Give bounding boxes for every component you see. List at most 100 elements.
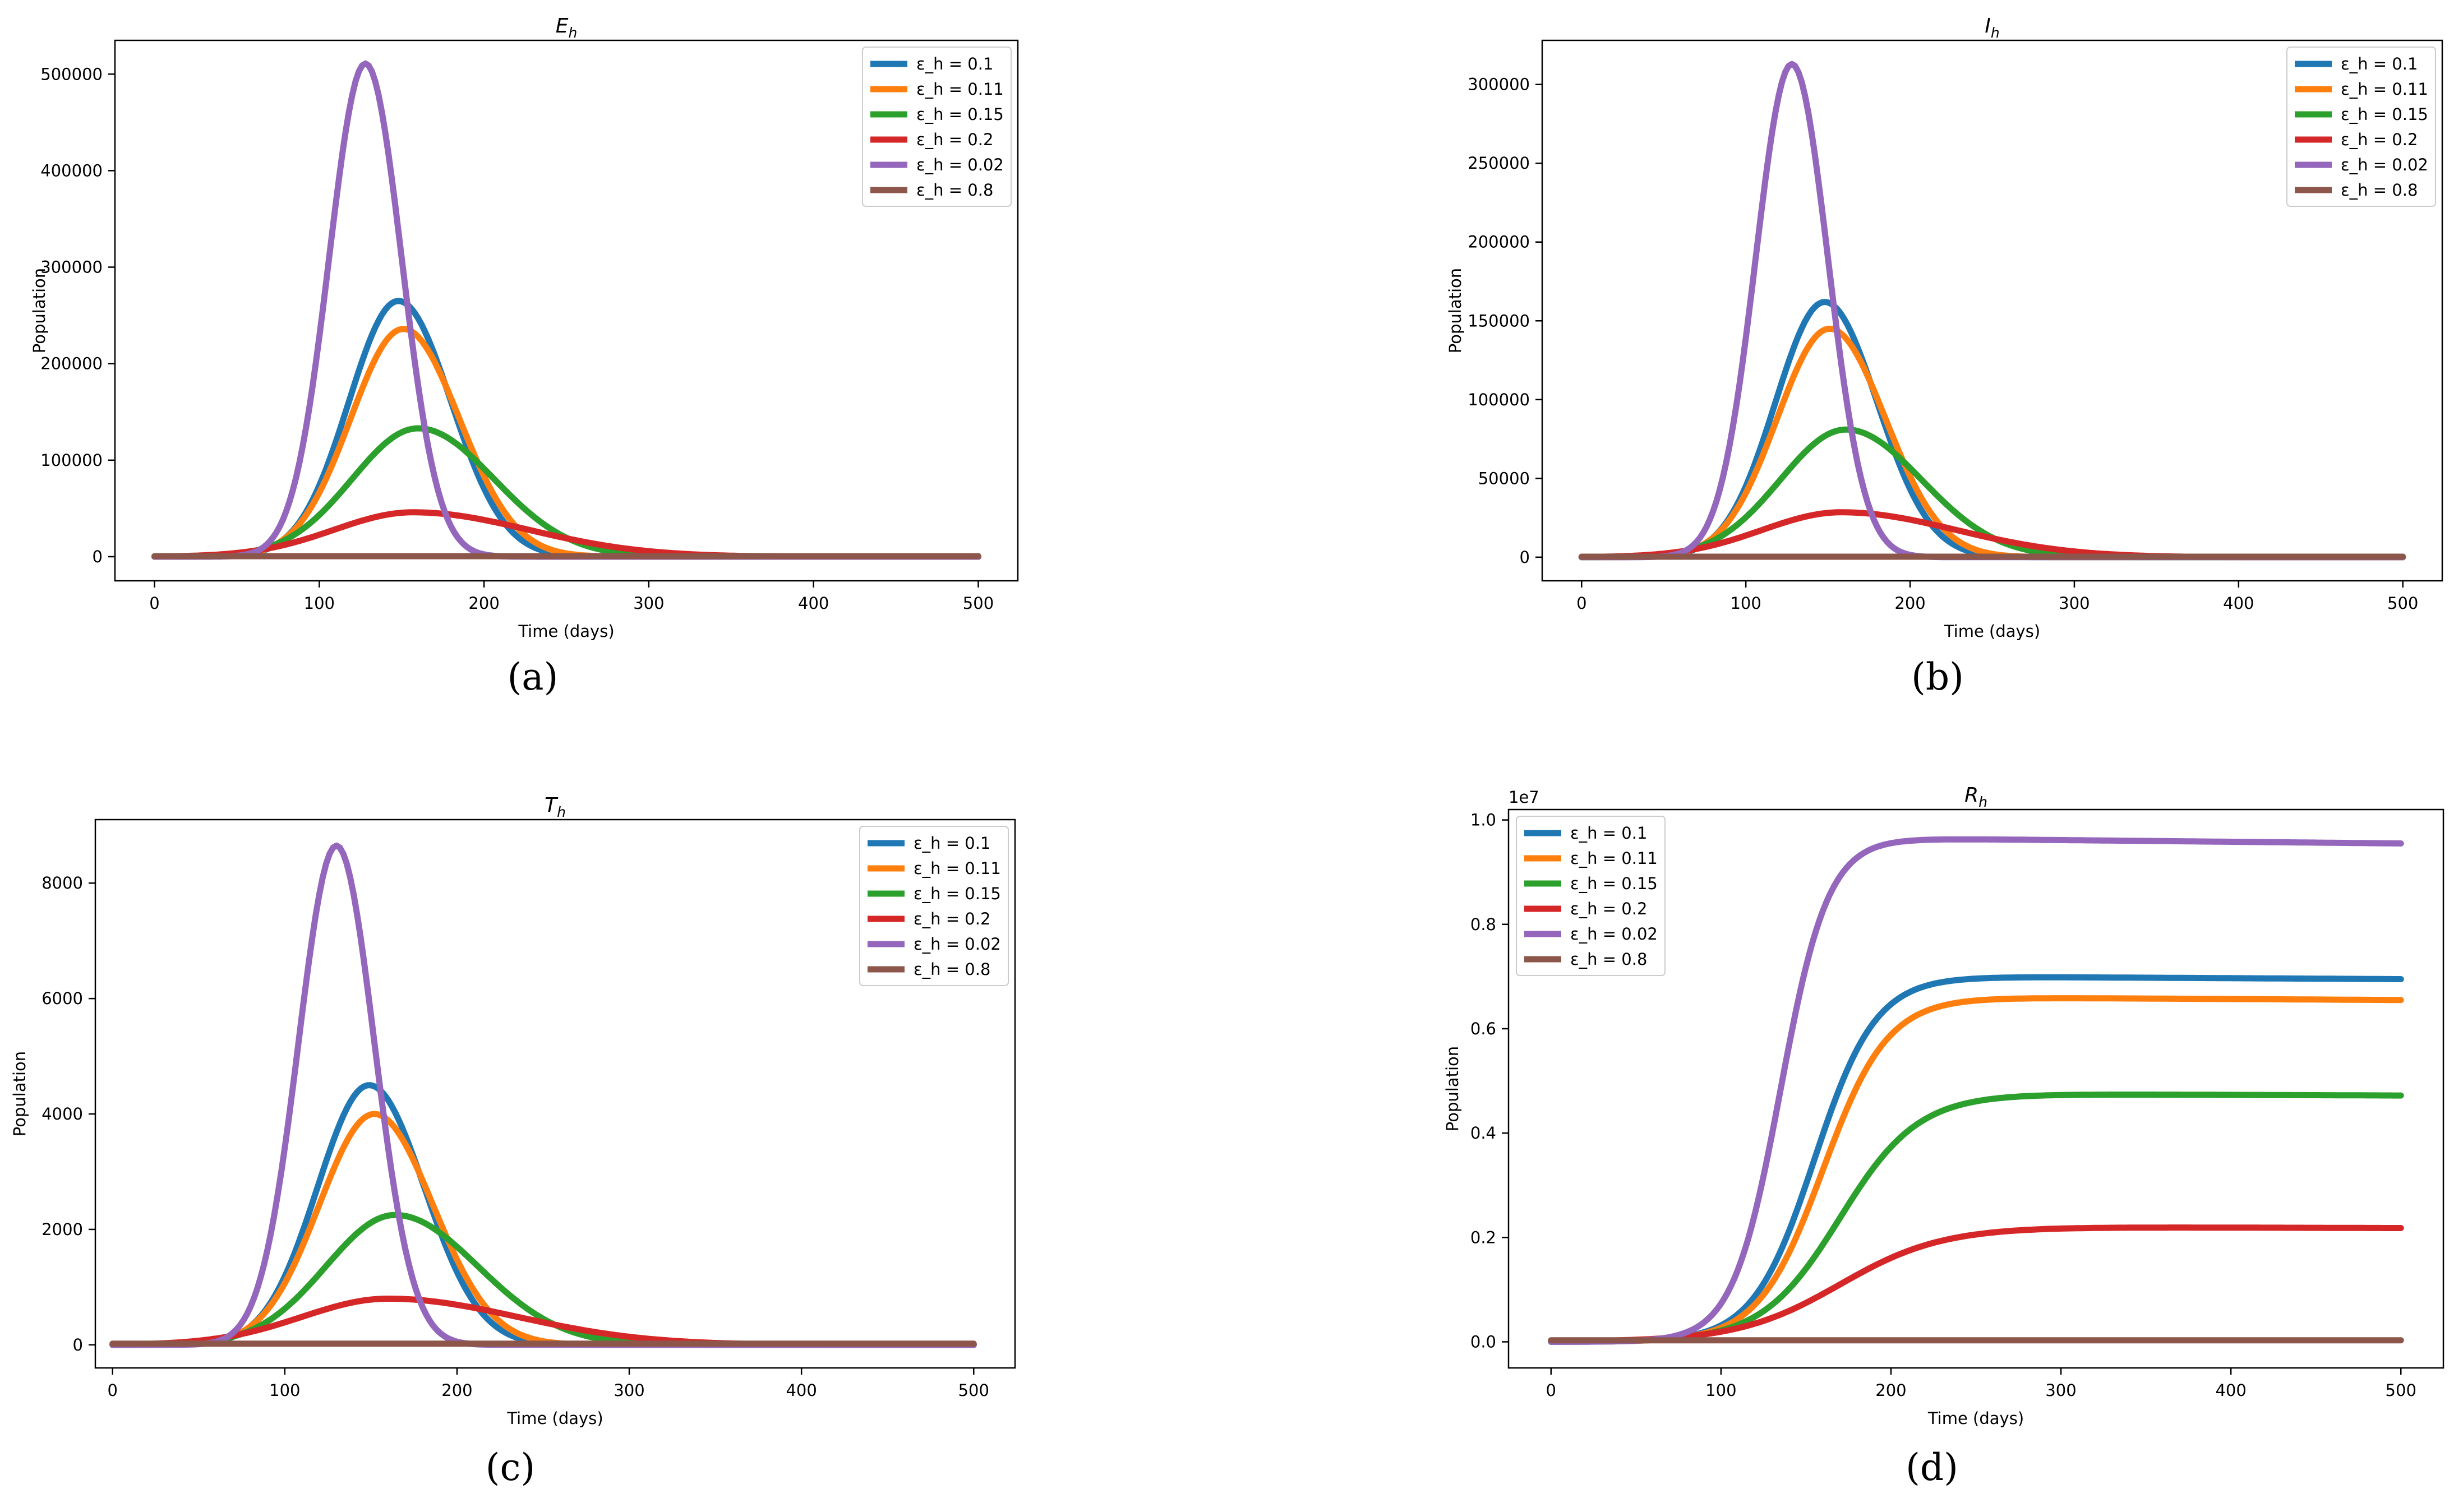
legend-entry: ε_h = 0.15 [916, 105, 1004, 124]
x-tick-label: 400 [2215, 1381, 2246, 1400]
legend-entry: ε_h = 0.8 [914, 960, 990, 979]
legend-entry: ε_h = 0.11 [1570, 849, 1658, 868]
y-axis-label: Population [1443, 1046, 1462, 1131]
panel-caption: (a) [508, 655, 559, 699]
legend-entry: ε_h = 0.1 [914, 834, 990, 853]
y-tick-label: 0.0 [1470, 1332, 1496, 1351]
y-tick-label: 250000 [1468, 154, 1530, 173]
chart-title: Rh [1964, 784, 1987, 810]
chart-title-subscript: h [557, 804, 566, 820]
x-tick-label: 200 [1894, 594, 1925, 613]
panel-caption: (d) [1906, 1446, 1958, 1489]
x-axis-label: Time (days) [518, 622, 614, 641]
legend-entry: ε_h = 0.11 [914, 859, 1001, 878]
legend-entry: ε_h = 0.15 [2341, 105, 2428, 124]
chart-title: Eh [556, 15, 578, 41]
x-axis-label: Time (days) [506, 1409, 603, 1428]
y-tick-label: 0.2 [1470, 1228, 1496, 1247]
x-tick-label: 400 [798, 594, 829, 613]
series-group [109, 842, 977, 1348]
x-tick-label: 100 [269, 1381, 300, 1400]
panel-caption: (b) [1911, 655, 1964, 699]
legend-entry: ε_h = 0.15 [914, 884, 1001, 903]
legend: ε_h = 0.1 ε_h = 0.11 ε_h = 0.15 ε_h = 0.2 ε_… [2286, 47, 2436, 207]
y-tick-label: 0 [1520, 548, 1530, 567]
legend-entry: ε_h = 0.11 [916, 80, 1004, 99]
x-axis-label: Time (days) [1944, 622, 2040, 641]
series-group [1548, 836, 2404, 1345]
chart-title-main: R [1964, 784, 1978, 807]
y-tick-label: 200000 [1468, 233, 1530, 252]
x-tick-label: 100 [304, 594, 335, 613]
legend-entry: ε_h = 0.8 [1570, 950, 1647, 969]
x-tick-label: 200 [1875, 1381, 1906, 1400]
axis-offset-label: 1e7 [1509, 788, 1539, 807]
chart-panel-d: 0 100 200 300 400 500 0.0 0.2 0.4 0.6 0.8 1.0 Time (… [1443, 784, 2444, 1489]
y-tick-label: 150000 [1468, 311, 1530, 330]
x-tick-label: 500 [963, 594, 994, 613]
x-tick-label: 300 [614, 1381, 644, 1400]
y-tick-label: 300000 [1468, 75, 1530, 94]
legend-entry: ε_h = 0.2 [914, 909, 990, 928]
x-tick-label: 0 [149, 594, 159, 613]
series-group [1578, 61, 2406, 561]
y-tick-label: 50000 [1478, 469, 1530, 488]
series-group [151, 60, 981, 560]
y-tick-label: 0.6 [1470, 1019, 1496, 1038]
y-tick-label: 4000 [41, 1104, 83, 1123]
y-tick-label: 400000 [40, 161, 103, 180]
y-tick-label: 0 [73, 1335, 83, 1354]
x-tick-label: 200 [441, 1381, 472, 1400]
legend-entry: ε_h = 0.02 [914, 935, 1001, 954]
y-tick-label: 8000 [41, 873, 83, 893]
legend: ε_h = 0.1 ε_h = 0.11 ε_h = 0.15 ε_h = 0.2 ε_… [1516, 816, 1666, 976]
y-axis-label: Population [1446, 268, 1465, 353]
y-tick-label: 2000 [41, 1220, 83, 1239]
chart-title-main: I [1985, 15, 1991, 38]
chart-panel-a: 0 100 200 300 400 500 0 100000 200000 300000 40000… [30, 15, 1019, 699]
legend-entry: ε_h = 0.02 [916, 155, 1004, 174]
y-tick-label: 300000 [40, 258, 103, 277]
chart-panel-b: 0 100 200 300 400 500 0 50000 100000 150000 200000… [1446, 15, 2443, 699]
x-tick-label: 500 [958, 1381, 989, 1400]
y-tick-label: 200000 [40, 354, 103, 373]
x-tick-label: 300 [633, 594, 664, 613]
legend-entry: ε_h = 0.2 [916, 130, 993, 149]
legend-entry: ε_h = 0.2 [2341, 130, 2418, 149]
legend-entry: ε_h = 0.02 [1570, 924, 1658, 944]
legend-entry: ε_h = 0.11 [2341, 80, 2428, 99]
x-tick-label: 400 [786, 1381, 817, 1400]
x-tick-label: 100 [1730, 594, 1761, 613]
chart-title-subscript: h [568, 25, 577, 41]
chart-title-main: T [545, 794, 559, 817]
legend-entry: ε_h = 0.8 [916, 181, 993, 200]
x-axis-label: Time (days) [1927, 1409, 2024, 1428]
x-tick-label: 300 [2059, 594, 2090, 613]
x-tick-label: 500 [2387, 594, 2418, 613]
y-tick-label: 100000 [1468, 390, 1530, 409]
legend-entry: ε_h = 0.8 [2341, 181, 2418, 200]
series-line-4 [1548, 836, 2404, 1345]
x-tick-label: 0 [1576, 594, 1586, 613]
y-tick-label: 0.4 [1470, 1123, 1496, 1143]
series-line-3 [1548, 1224, 2404, 1345]
x-tick-label: 300 [2045, 1381, 2076, 1400]
chart-title: Ih [1985, 15, 1999, 41]
legend-entry: ε_h = 0.2 [1570, 899, 1647, 918]
y-tick-label: 500000 [40, 64, 103, 84]
y-tick-label: 0.8 [1470, 915, 1496, 934]
x-tick-label: 0 [107, 1381, 117, 1400]
panel-caption: (c) [486, 1446, 535, 1489]
x-tick-label: 200 [468, 594, 499, 613]
chart-title-subscript: h [1991, 25, 2000, 41]
legend: ε_h = 0.1 ε_h = 0.11 ε_h = 0.15 ε_h = 0.2 ε_… [859, 826, 1009, 986]
y-tick-label: 6000 [41, 989, 83, 1008]
x-tick-label: 100 [1705, 1381, 1736, 1400]
x-tick-label: 500 [2386, 1381, 2416, 1400]
y-tick-label: 1.0 [1470, 811, 1496, 830]
legend: ε_h = 0.1 ε_h = 0.11 ε_h = 0.15 ε_h = 0.2 ε_… [862, 47, 1012, 207]
legend-entry: ε_h = 0.1 [1570, 824, 1647, 843]
legend-entry: ε_h = 0.1 [916, 54, 993, 73]
x-tick-label: 0 [1546, 1381, 1556, 1400]
